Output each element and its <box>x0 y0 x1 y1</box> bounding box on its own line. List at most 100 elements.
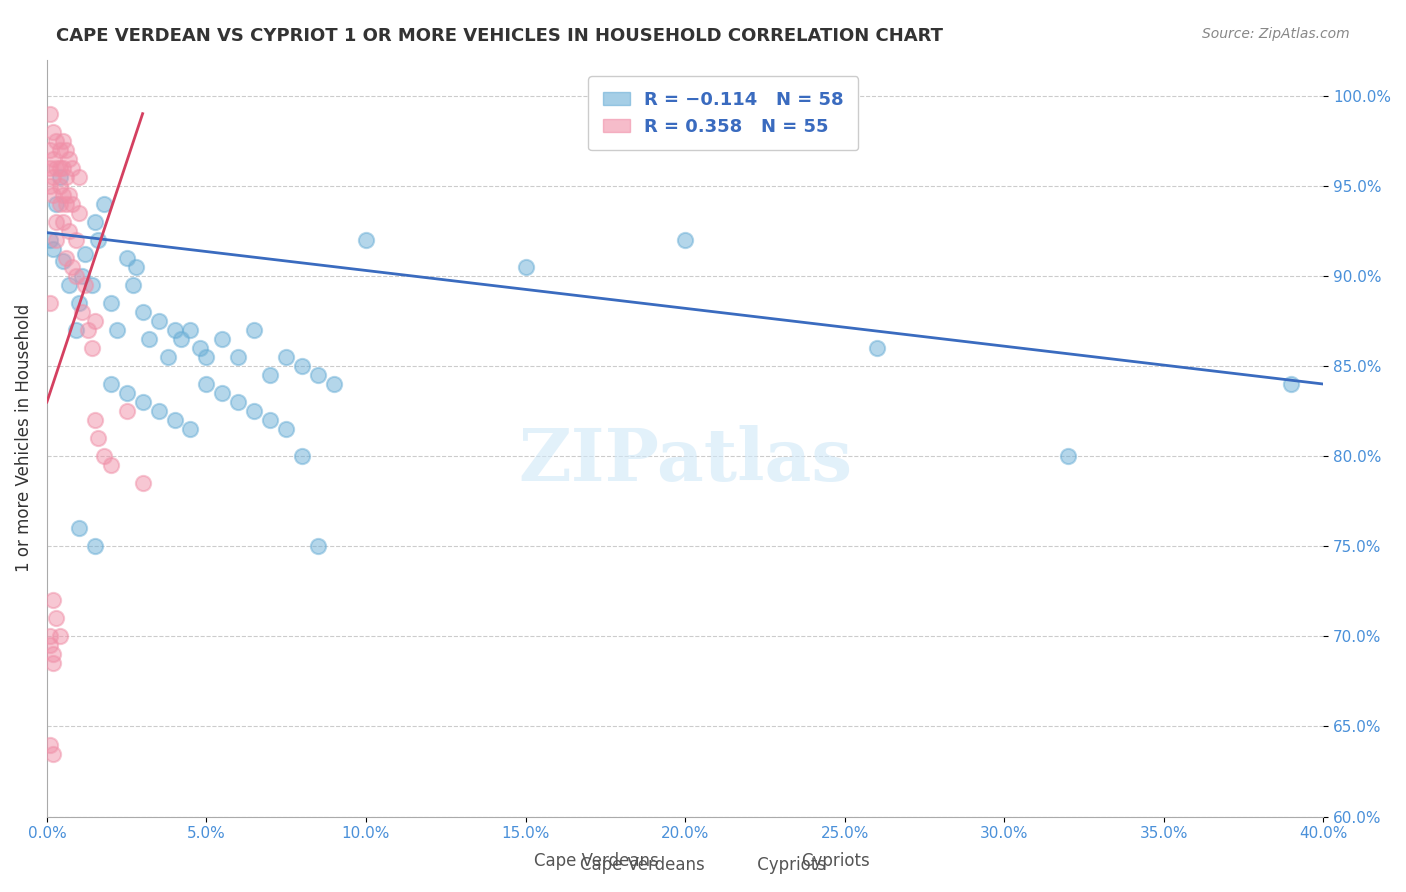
Text: Cape Verdeans: Cape Verdeans <box>534 852 659 870</box>
Point <box>131 395 153 409</box>
Point <box>100 377 122 392</box>
Point <box>42 169 65 184</box>
Point <box>55 251 77 265</box>
Point <box>48 629 70 643</box>
Point <box>83 215 105 229</box>
Point <box>45 233 67 247</box>
Point <box>163 413 186 427</box>
Point <box>70 268 93 283</box>
Point <box>115 251 138 265</box>
Point <box>42 187 65 202</box>
Point <box>163 323 186 337</box>
Point <box>42 593 65 607</box>
Point <box>39 296 62 310</box>
Point <box>673 233 696 247</box>
Point <box>105 323 128 337</box>
Point <box>291 449 314 463</box>
Point <box>515 260 537 274</box>
Point <box>138 332 160 346</box>
Point <box>39 639 62 653</box>
Point <box>39 143 62 157</box>
Point <box>58 187 80 202</box>
Point <box>228 395 250 409</box>
Point <box>39 106 62 120</box>
Point <box>125 260 148 274</box>
Point <box>75 277 97 292</box>
Point <box>148 404 170 418</box>
Point <box>48 143 70 157</box>
Point <box>39 233 62 247</box>
Point <box>67 296 90 310</box>
Point <box>83 413 105 427</box>
Point <box>179 323 201 337</box>
Point <box>67 206 90 220</box>
Point <box>52 254 75 268</box>
Point <box>62 161 84 175</box>
Point <box>243 404 266 418</box>
Point <box>65 233 87 247</box>
Point <box>52 215 75 229</box>
Point <box>58 152 80 166</box>
Text: Source: ZipAtlas.com: Source: ZipAtlas.com <box>1202 27 1350 41</box>
Point <box>39 629 62 643</box>
Point <box>291 359 314 373</box>
Point <box>65 268 87 283</box>
Point <box>211 332 233 346</box>
Point <box>259 413 281 427</box>
Point <box>62 196 84 211</box>
Point <box>93 196 115 211</box>
Point <box>48 178 70 193</box>
Point <box>243 323 266 337</box>
Point <box>45 215 67 229</box>
Point <box>39 738 62 752</box>
Point <box>865 341 887 355</box>
Point <box>80 277 103 292</box>
Point <box>131 476 153 491</box>
Point <box>67 521 90 535</box>
Point <box>1057 449 1080 463</box>
Point <box>307 368 329 382</box>
Point <box>100 458 122 472</box>
Point <box>70 305 93 319</box>
Point <box>276 350 298 364</box>
Point <box>179 422 201 436</box>
Y-axis label: 1 or more Vehicles in Household: 1 or more Vehicles in Household <box>15 304 32 573</box>
Point <box>42 152 65 166</box>
Point <box>45 196 67 211</box>
Point <box>307 539 329 553</box>
Point <box>52 161 75 175</box>
Point <box>195 377 218 392</box>
Point <box>100 296 122 310</box>
Point <box>48 169 70 184</box>
Point <box>122 277 145 292</box>
Point <box>83 539 105 553</box>
Point <box>80 341 103 355</box>
Point <box>115 404 138 418</box>
Point <box>52 187 75 202</box>
Text: Cape Verdeans          Cypriots: Cape Verdeans Cypriots <box>581 856 825 874</box>
Point <box>48 196 70 211</box>
Point <box>354 233 377 247</box>
Point <box>195 350 218 364</box>
Point <box>62 260 84 274</box>
Point <box>87 233 110 247</box>
Point <box>323 377 346 392</box>
Point <box>58 224 80 238</box>
Point <box>87 431 110 445</box>
Point <box>55 196 77 211</box>
Point <box>75 247 97 261</box>
Text: Cypriots: Cypriots <box>801 852 870 870</box>
Point <box>48 161 70 175</box>
Point <box>42 648 65 662</box>
Point <box>58 277 80 292</box>
Point <box>45 134 67 148</box>
Point <box>211 386 233 401</box>
Point <box>83 314 105 328</box>
Point <box>259 368 281 382</box>
Point <box>39 178 62 193</box>
Point <box>228 350 250 364</box>
Point <box>55 143 77 157</box>
Legend: R = −0.114   N = 58, R = 0.358   N = 55: R = −0.114 N = 58, R = 0.358 N = 55 <box>588 76 859 150</box>
Point <box>45 161 67 175</box>
Point <box>55 169 77 184</box>
